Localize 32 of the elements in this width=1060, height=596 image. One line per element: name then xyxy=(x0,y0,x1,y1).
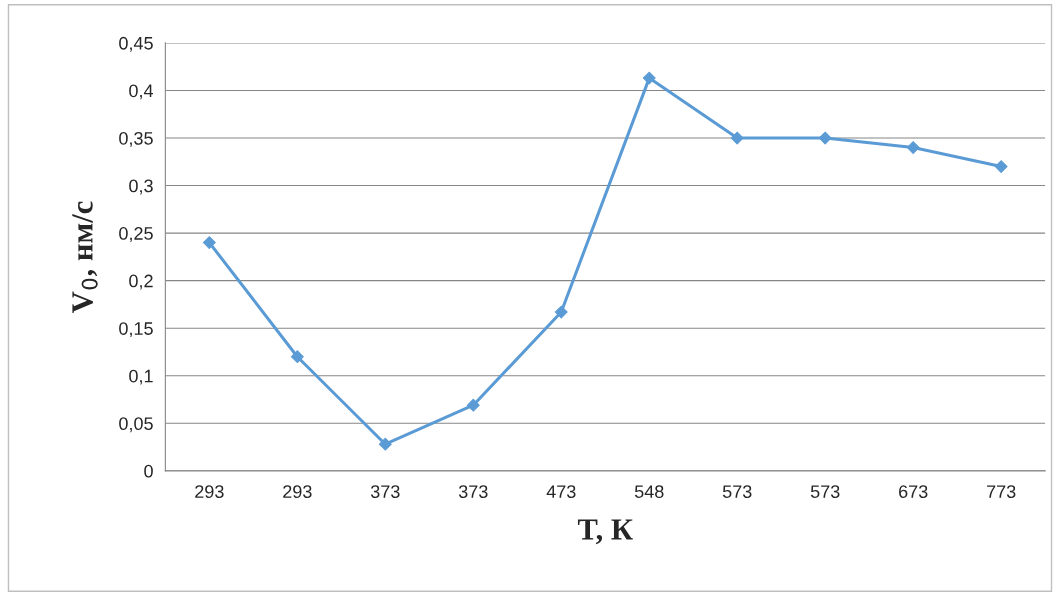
x-tick-label: 673 xyxy=(899,485,928,498)
x-tick-label: 573 xyxy=(722,485,752,498)
x-tick-label: 373 xyxy=(458,485,488,498)
x-tick-label: 573 xyxy=(810,485,840,498)
x-tick-label: 773 xyxy=(987,485,1016,498)
point xyxy=(378,437,392,451)
y-tick-label: 0,05 xyxy=(119,417,153,433)
point xyxy=(554,305,568,319)
point xyxy=(642,71,656,85)
y-tick-label: 0,1 xyxy=(129,369,153,385)
point xyxy=(730,131,744,145)
x-tick-label: 373 xyxy=(370,485,400,498)
y-tick-label: 0,35 xyxy=(119,131,153,147)
x-tick-label: 473 xyxy=(546,485,576,498)
point xyxy=(818,131,832,145)
point xyxy=(994,160,1008,173)
y-axis-title: V$_{0}$, нм/с xyxy=(72,201,98,313)
point xyxy=(202,236,216,250)
y-tick-label: 0,45 xyxy=(119,36,153,52)
x-axis-title: T, К xyxy=(577,519,633,545)
x-tick-label: 293 xyxy=(283,485,312,498)
y-tick-label: 0,4 xyxy=(129,84,154,100)
y-tick-label: 0,2 xyxy=(129,274,153,290)
y-tick-label: 0 xyxy=(144,464,153,478)
point xyxy=(290,350,304,364)
y-tick-label: 0,25 xyxy=(119,227,153,242)
point xyxy=(906,141,920,154)
x-tick-label: 548 xyxy=(634,485,664,498)
x-tick-label: 293 xyxy=(195,485,224,498)
point xyxy=(466,398,480,412)
y-tick-label: 0,15 xyxy=(119,322,153,338)
y-tick-label: 0,3 xyxy=(129,179,153,195)
